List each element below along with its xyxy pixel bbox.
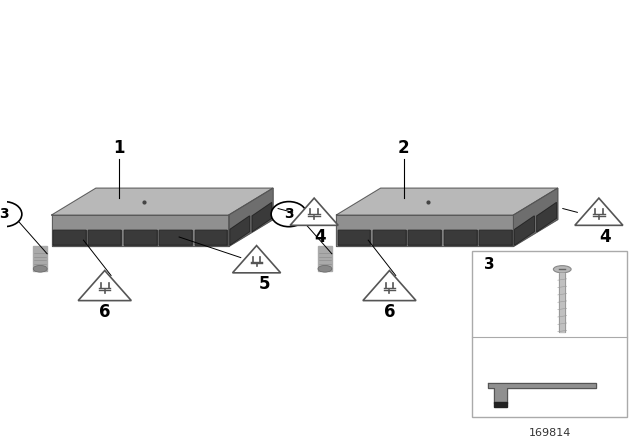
Ellipse shape — [554, 266, 571, 273]
Polygon shape — [479, 230, 512, 245]
Polygon shape — [159, 230, 192, 245]
Polygon shape — [337, 230, 371, 245]
Text: 2: 2 — [398, 139, 410, 157]
Polygon shape — [228, 188, 273, 246]
Polygon shape — [88, 230, 121, 245]
Polygon shape — [53, 230, 86, 245]
Text: 3: 3 — [284, 207, 294, 221]
Polygon shape — [373, 230, 406, 245]
Polygon shape — [513, 188, 557, 246]
Text: 4: 4 — [315, 228, 326, 246]
Polygon shape — [290, 198, 338, 225]
Text: 4: 4 — [600, 228, 611, 246]
Polygon shape — [515, 216, 534, 245]
Circle shape — [271, 202, 307, 227]
Text: 6: 6 — [384, 303, 395, 321]
Bar — [318, 246, 332, 271]
Polygon shape — [52, 215, 228, 246]
Polygon shape — [537, 202, 557, 232]
Text: 3: 3 — [484, 257, 494, 272]
Polygon shape — [575, 198, 623, 225]
Circle shape — [0, 202, 22, 227]
Bar — [33, 246, 47, 271]
Bar — [472, 251, 627, 417]
Text: 169814: 169814 — [529, 428, 571, 438]
Text: 5: 5 — [259, 275, 270, 293]
Text: 1: 1 — [113, 139, 125, 157]
Bar — [559, 273, 565, 332]
Polygon shape — [363, 271, 416, 301]
Polygon shape — [336, 215, 513, 246]
Polygon shape — [252, 202, 272, 232]
Ellipse shape — [33, 265, 47, 272]
Polygon shape — [488, 383, 596, 403]
Polygon shape — [444, 230, 477, 245]
Polygon shape — [336, 188, 557, 215]
Polygon shape — [124, 230, 157, 245]
Text: 6: 6 — [99, 303, 111, 321]
Polygon shape — [408, 230, 442, 245]
Bar — [495, 402, 507, 407]
Text: 3: 3 — [0, 207, 9, 221]
Polygon shape — [52, 188, 273, 215]
Polygon shape — [195, 230, 227, 245]
Polygon shape — [230, 216, 250, 245]
Ellipse shape — [318, 265, 332, 272]
Polygon shape — [232, 246, 280, 273]
Polygon shape — [78, 271, 131, 301]
